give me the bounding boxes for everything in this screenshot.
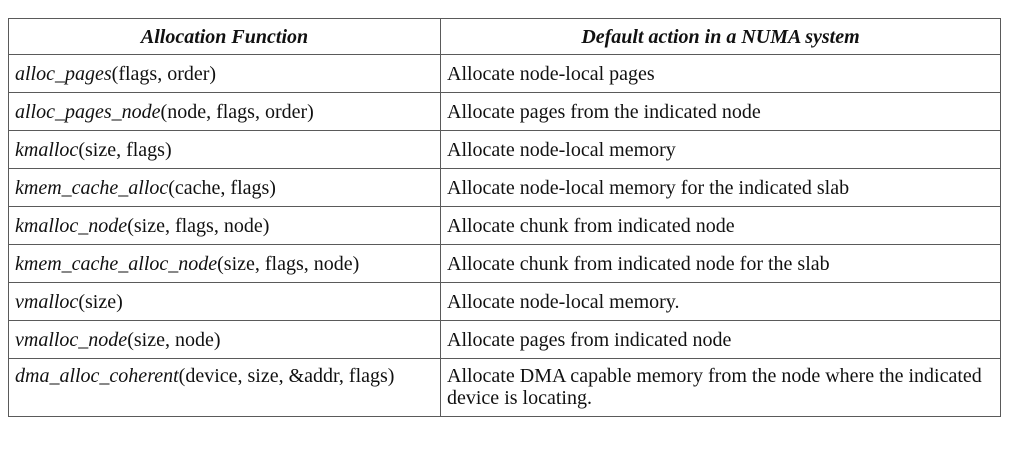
function-args: (size, node) bbox=[127, 329, 221, 351]
table-row: alloc_pages_node(node, flags, order) All… bbox=[8, 92, 1001, 131]
table-row: alloc_pages(flags, order) Allocate node-… bbox=[8, 54, 1001, 93]
function-name: alloc_pages bbox=[15, 63, 112, 85]
table-header-row: Allocation Function Default action in a … bbox=[8, 18, 1001, 55]
function-name: kmem_cache_alloc_node bbox=[15, 253, 218, 275]
action-cell: Allocate chunk from indicated node for t… bbox=[440, 244, 1001, 283]
function-args: (size, flags) bbox=[78, 139, 172, 161]
table-row: kmalloc(size, flags) Allocate node-local… bbox=[8, 130, 1001, 169]
table-row: dma_alloc_coherent(device, size, &addr, … bbox=[8, 358, 1001, 417]
function-name: kmalloc_node bbox=[15, 215, 128, 237]
function-args: (size) bbox=[78, 291, 123, 313]
function-cell: kmalloc_node(size, flags, node) bbox=[8, 206, 441, 245]
function-args: (cache, flags) bbox=[168, 177, 276, 199]
function-name: kmem_cache_alloc bbox=[15, 177, 169, 199]
function-name: alloc_pages_node bbox=[15, 101, 161, 123]
allocation-functions-table: Allocation Function Default action in a … bbox=[8, 18, 1001, 417]
function-args: (size, flags, node) bbox=[127, 215, 270, 237]
function-cell: kmalloc(size, flags) bbox=[8, 130, 441, 169]
action-cell: Allocate DMA capable memory from the nod… bbox=[440, 358, 1001, 417]
header-allocation-function: Allocation Function bbox=[8, 18, 441, 55]
function-name: vmalloc_node bbox=[15, 329, 128, 351]
action-cell: Allocate node-local pages bbox=[440, 54, 1001, 93]
header-default-action: Default action in a NUMA system bbox=[440, 18, 1001, 55]
action-cell: Allocate node-local memory bbox=[440, 130, 1001, 169]
function-cell: alloc_pages_node(node, flags, order) bbox=[8, 92, 441, 131]
function-cell: alloc_pages(flags, order) bbox=[8, 54, 441, 93]
action-cell: Allocate pages from the indicated node bbox=[440, 92, 1001, 131]
table-row: kmem_cache_alloc(cache, flags) Allocate … bbox=[8, 168, 1001, 207]
function-args: (size, flags, node) bbox=[217, 253, 360, 275]
function-cell: dma_alloc_coherent(device, size, &addr, … bbox=[8, 358, 441, 417]
action-cell: Allocate node-local memory for the indic… bbox=[440, 168, 1001, 207]
function-name: dma_alloc_coherent bbox=[15, 365, 179, 387]
function-args: (flags, order) bbox=[111, 63, 217, 85]
action-cell: Allocate chunk from indicated node bbox=[440, 206, 1001, 245]
table-row: kmalloc_node(size, flags, node) Allocate… bbox=[8, 206, 1001, 245]
function-cell: vmalloc(size) bbox=[8, 282, 441, 321]
function-cell: kmem_cache_alloc_node(size, flags, node) bbox=[8, 244, 441, 283]
function-args: (node, flags, order) bbox=[160, 101, 314, 123]
table-row: vmalloc_node(size, node) Allocate pages … bbox=[8, 320, 1001, 359]
table-row: vmalloc(size) Allocate node-local memory… bbox=[8, 282, 1001, 321]
function-cell: kmem_cache_alloc(cache, flags) bbox=[8, 168, 441, 207]
function-name: vmalloc bbox=[15, 291, 79, 313]
action-cell: Allocate pages from indicated node bbox=[440, 320, 1001, 359]
allocation-table-container: Allocation Function Default action in a … bbox=[8, 18, 1001, 417]
table-row: kmem_cache_alloc_node(size, flags, node)… bbox=[8, 244, 1001, 283]
function-name: kmalloc bbox=[15, 139, 79, 161]
function-args: (device, size, &addr, flags) bbox=[178, 365, 395, 387]
action-cell: Allocate node-local memory. bbox=[440, 282, 1001, 321]
function-cell: vmalloc_node(size, node) bbox=[8, 320, 441, 359]
